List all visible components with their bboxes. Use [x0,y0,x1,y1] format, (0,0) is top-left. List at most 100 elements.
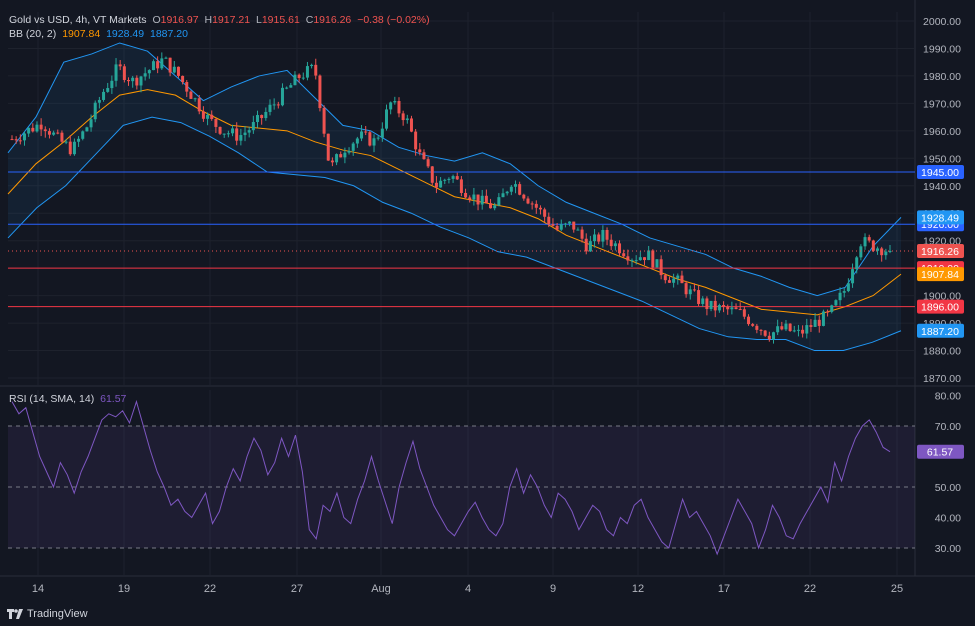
candle-body [667,280,671,283]
candle-body [318,75,322,109]
candle-body [239,135,243,141]
candle-body [401,113,405,121]
candle-body [830,305,834,312]
candle-body [730,307,734,310]
candle-body [618,243,622,254]
candle-body [64,141,68,143]
candle-body [771,332,775,340]
x-tick-label: 17 [718,583,730,595]
candle-body [289,85,293,88]
candle-body [522,194,526,199]
candle-body [534,203,538,208]
candle-body [563,223,567,225]
candle-body [176,66,180,76]
candle-body [755,325,759,330]
candle-body [430,166,434,183]
rsi-header[interactable]: RSI (14, SMA, 14) 61.57 [9,393,129,405]
candle-body [301,77,305,79]
x-tick-label: 14 [32,583,44,595]
candle-body [197,98,201,112]
candle-body [838,292,842,301]
candle-body [780,326,784,330]
candle-body [680,275,684,284]
candle-body [14,139,18,141]
candle-body [210,114,214,120]
x-tick-label: 22 [204,583,216,595]
bb-basis-line [7,89,902,316]
candle-body [426,159,430,167]
price-axis-badge-label: 1945.00 [921,167,959,179]
candle-body [102,91,106,100]
y-tick-label: 1990.00 [923,43,961,55]
low-label: L [255,14,262,26]
candle-body [672,278,676,283]
tradingview-logo[interactable]: TradingView [7,608,88,620]
candle-body [376,137,380,139]
x-tick-label: 22 [804,583,816,595]
candle-body [139,76,143,86]
candle-body [805,325,809,334]
candle-body [172,66,176,73]
candle-body [759,329,763,331]
y-tick-label: 2000.00 [923,16,961,28]
candle-body [364,131,368,133]
candle-body [701,298,705,304]
price-axis-badge-label: 1907.84 [921,269,959,281]
price-axis-badge [917,165,964,180]
y-tick-label: 1980.00 [923,71,961,83]
candle-body [597,234,601,242]
candle-body [688,289,692,295]
candle-body [509,186,513,192]
candle-body [763,330,767,336]
candle-body [280,87,284,106]
candle-body [127,80,131,82]
candle-body [60,132,64,142]
candle-body [310,64,314,67]
price-axis-badge [917,267,964,282]
candle-body [634,260,638,262]
candle-body [734,307,738,310]
candle-body [630,260,634,262]
candle-body [826,311,830,313]
candle-body [626,256,630,261]
candle-body [809,325,813,327]
candle-body [663,275,667,281]
candle-body [355,138,359,144]
rsi-y-tick-label: 40.00 [935,513,961,525]
candle-body [343,152,347,158]
candle-body [405,118,409,121]
candle-body [605,229,609,240]
candle-body [880,248,884,256]
bb-header[interactable]: BB (20, 2) 1907.84 1928.49 1887.20 [9,28,191,40]
candle-body [77,138,81,142]
open-value: 1916.97 [160,14,199,26]
y-tick-label: 1960.00 [923,126,961,138]
candle-body [110,80,114,89]
candle-body [867,237,871,241]
high-label: H [204,14,213,26]
candle-body [443,179,447,181]
candle-body [397,101,401,114]
rsi-line [11,399,891,556]
candle-body [855,257,859,270]
candle-body [106,88,110,92]
candle-body [247,130,251,133]
candle-body [89,119,93,128]
candle-body [135,77,139,86]
bb-lower-value: 1887.20 [149,28,188,40]
candle-body [726,306,730,310]
bb-lower-line [7,116,902,352]
candle-body [788,323,792,332]
candle-body [68,141,72,155]
candle-body [368,132,372,146]
candle-body [439,180,443,188]
candle-body [360,131,364,139]
rsi-y-tick-label: 50.00 [935,482,961,494]
candle-body [160,58,164,69]
candle-body [131,77,135,82]
candle-body [692,289,696,291]
candle-body [43,129,47,132]
price-axis-badge-label: 1887.20 [921,326,959,338]
candle-body [505,191,509,194]
